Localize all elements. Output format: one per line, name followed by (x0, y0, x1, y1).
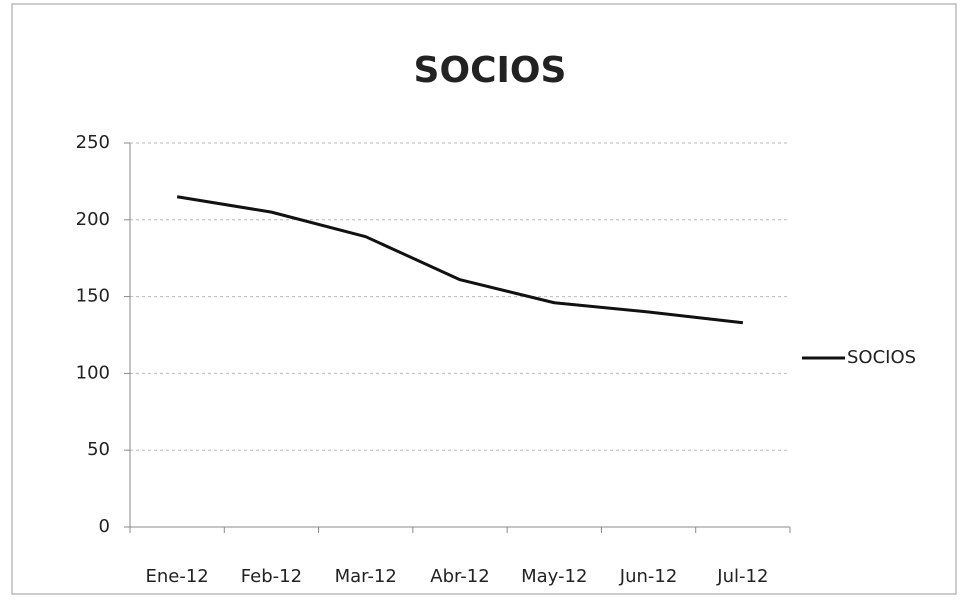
y-tick-label: 100 (76, 362, 110, 383)
x-tick-label: Jul-12 (716, 566, 768, 587)
x-tick-label: Jun-12 (619, 566, 678, 587)
y-tick-label: 50 (87, 439, 110, 460)
legend-label: SOCIOS (847, 347, 916, 368)
chart-title: SOCIOS (414, 50, 567, 91)
y-tick-label: 0 (99, 516, 110, 537)
x-tick-label: Abr-12 (430, 566, 489, 587)
y-tick-label: 200 (76, 209, 110, 230)
x-tick-label: Mar-12 (335, 566, 397, 587)
chart-frame (11, 3, 957, 595)
y-tick-label: 250 (76, 132, 110, 153)
x-tick-label: May-12 (521, 566, 587, 587)
x-tick-label: Feb-12 (241, 566, 302, 587)
x-tick-label: Ene-12 (146, 566, 209, 587)
y-tick-label: 150 (76, 286, 110, 307)
data-line (176, 195, 744, 325)
